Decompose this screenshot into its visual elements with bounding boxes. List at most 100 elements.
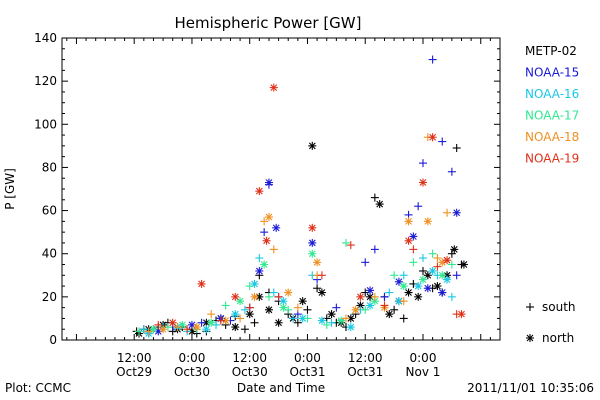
- south-point: [370, 193, 379, 202]
- north-point: [192, 323, 201, 332]
- south-point: [250, 318, 259, 327]
- south-point: [327, 318, 336, 327]
- south-point: [240, 325, 249, 334]
- south-point: [438, 137, 447, 146]
- x-tick-date-label: Oct31: [347, 365, 383, 379]
- x-tick-date-label: Oct30: [174, 365, 210, 379]
- north-point: [418, 178, 427, 187]
- south-point: [269, 288, 278, 297]
- south-point: [221, 301, 230, 310]
- south-point: [433, 262, 442, 271]
- south-point: [385, 288, 394, 297]
- south-point: [135, 327, 144, 336]
- south-point: [322, 320, 331, 329]
- north-point: [418, 275, 427, 284]
- south-point: [361, 305, 370, 314]
- south-point: [447, 260, 456, 269]
- south-point: [289, 314, 298, 323]
- north-point: [317, 288, 326, 297]
- data-points: [132, 55, 468, 338]
- x-tick-time-label: 12:00: [348, 351, 383, 365]
- south-point: [447, 167, 456, 176]
- south-point: [433, 254, 442, 263]
- north-point: [404, 217, 413, 226]
- south-point: [428, 55, 437, 64]
- south-point: [414, 202, 423, 211]
- south-point: [293, 303, 302, 312]
- north-point: [433, 282, 442, 291]
- north-point: [375, 200, 384, 209]
- south-point: [409, 245, 418, 254]
- south-point: [418, 159, 427, 168]
- plot-frame: [61, 37, 501, 341]
- south-point: [399, 314, 408, 323]
- y-tick-label: 100: [34, 117, 57, 131]
- south-point: [399, 297, 408, 306]
- north-point: [202, 325, 211, 334]
- north-point: [262, 236, 271, 245]
- south-point: [240, 305, 249, 314]
- south-point: [399, 271, 408, 280]
- legend-north-marker: [526, 334, 534, 342]
- north-point: [356, 292, 365, 301]
- north-point: [428, 133, 437, 142]
- north-point: [236, 297, 245, 306]
- north-point: [327, 310, 336, 319]
- y-tick-label: 80: [42, 160, 57, 174]
- north-point: [308, 249, 317, 258]
- south-point: [173, 323, 182, 332]
- north-point: [337, 316, 346, 325]
- north-point: [452, 208, 461, 217]
- plot-credit: Plot: CCMC: [5, 381, 71, 395]
- north-point: [298, 297, 307, 306]
- x-tick-time-label: 12:00: [117, 351, 152, 365]
- series-noaa-15: [149, 55, 461, 336]
- south-point: [341, 238, 350, 247]
- north-point: [351, 305, 360, 314]
- south-point: [452, 144, 461, 153]
- north-point: [317, 316, 326, 325]
- south-point: [341, 314, 350, 323]
- north-point: [385, 310, 394, 319]
- south-point: [361, 258, 370, 267]
- north-point: [308, 223, 317, 232]
- y-tick-label: 20: [42, 290, 57, 304]
- x-tick-time-label: 0:00: [178, 351, 205, 365]
- x-tick-date-label: Nov 1: [406, 365, 441, 379]
- south-point: [452, 271, 461, 280]
- north-point: [404, 288, 413, 297]
- south-point: [303, 314, 312, 323]
- south-point: [390, 305, 399, 314]
- plot-axes: [61, 37, 501, 341]
- south-point: [274, 292, 283, 301]
- south-point: [380, 292, 389, 301]
- south-point: [317, 271, 326, 280]
- north-point: [264, 213, 273, 222]
- north-point: [250, 292, 259, 301]
- north-point: [264, 305, 273, 314]
- legend-south-label: south: [542, 300, 576, 314]
- north-point: [231, 323, 240, 332]
- north-point: [423, 284, 432, 293]
- north-point: [231, 310, 240, 319]
- north-point: [197, 279, 206, 288]
- south-point: [236, 314, 245, 323]
- north-point: [272, 223, 281, 232]
- x-tick-time-label: 12:00: [232, 351, 267, 365]
- north-point: [178, 320, 187, 329]
- x-tick-date-label: Oct31: [289, 365, 325, 379]
- north-point: [423, 217, 432, 226]
- legend-entry: METP-02: [525, 44, 577, 58]
- south-point: [303, 305, 312, 314]
- north-point: [269, 83, 278, 92]
- y-tick-label: 40: [42, 247, 57, 261]
- north-point: [207, 318, 216, 327]
- south-point: [139, 325, 148, 334]
- north-point: [450, 245, 459, 254]
- south-point: [154, 320, 163, 329]
- north-point: [438, 288, 447, 297]
- south-point: [418, 254, 427, 263]
- legend-entry: NOAA-18: [525, 130, 579, 144]
- north-point: [404, 236, 413, 245]
